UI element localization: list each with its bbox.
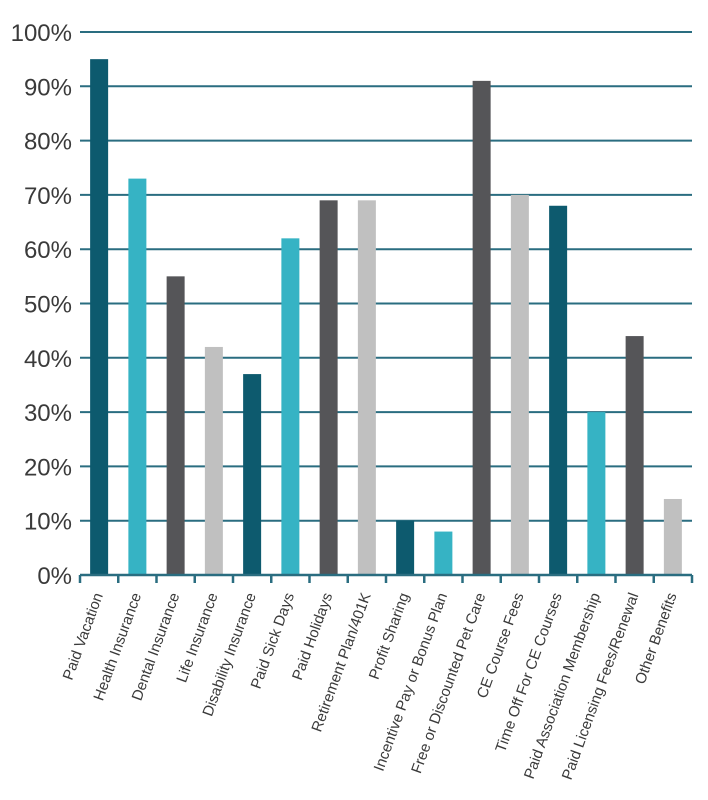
- bar: [90, 59, 109, 575]
- bar: [434, 531, 453, 575]
- y-tick-label: 10%: [24, 509, 72, 536]
- bar: [243, 374, 262, 575]
- y-tick-label: 0%: [37, 563, 72, 590]
- y-tick-label: 60%: [24, 237, 72, 264]
- y-tick-label: 20%: [24, 454, 72, 481]
- y-tick-label: 80%: [24, 129, 72, 156]
- y-axis-tick-labels: 0% 10% 20% 30% 40% 50% 60% 70% 80% 90% 100%: [11, 20, 72, 590]
- x-category-label: Incentive Pay or Bonus Plan: [371, 591, 451, 774]
- x-category-label: Profit Sharing: [366, 591, 413, 682]
- bar: [128, 178, 147, 576]
- bar: [357, 200, 376, 575]
- bar: [204, 346, 223, 575]
- bar: [663, 498, 682, 575]
- bar: [166, 276, 185, 575]
- bars: [90, 59, 682, 576]
- bar: [625, 336, 644, 575]
- bar: [281, 238, 300, 575]
- y-tick-label: 50%: [24, 292, 72, 319]
- y-tick-label: 90%: [24, 74, 72, 101]
- x-axis: [78, 573, 694, 583]
- y-tick-label: 40%: [24, 346, 72, 373]
- y-tick-label: 30%: [24, 400, 72, 427]
- bar: [587, 412, 606, 575]
- y-tick-label: 100%: [11, 20, 72, 47]
- y-tick-label: 70%: [24, 183, 72, 210]
- bar: [396, 520, 415, 575]
- bar: [319, 200, 338, 575]
- bar: [549, 205, 568, 575]
- bar: [510, 194, 529, 575]
- bar: [472, 80, 491, 576]
